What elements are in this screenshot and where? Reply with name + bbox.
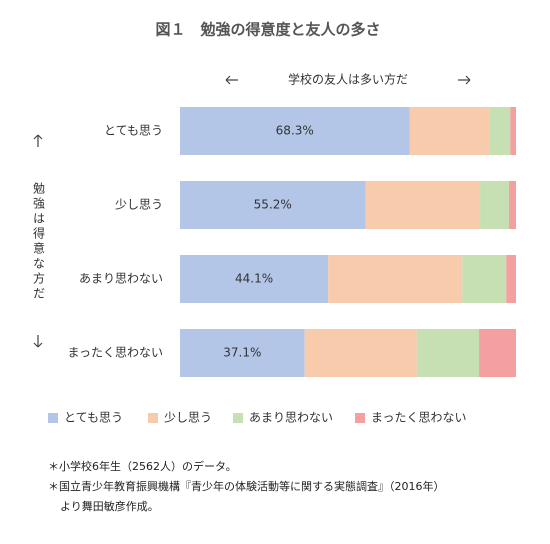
legend-label: まったく思わない xyxy=(371,411,467,425)
bar-segment xyxy=(180,107,410,155)
legend-swatch xyxy=(48,413,58,423)
bar-segment xyxy=(480,181,509,229)
data-label: 44.1% xyxy=(235,272,273,286)
data-label: 37.1% xyxy=(223,346,261,360)
bar-segment xyxy=(416,329,480,377)
y-tick-label: まったく思わない xyxy=(67,346,163,360)
bar-segment xyxy=(304,329,417,377)
bar-segment xyxy=(508,181,516,229)
down-arrow xyxy=(33,335,43,348)
bar-segment xyxy=(180,255,329,303)
right-arrow xyxy=(458,75,471,85)
y-tick-label: あまり思わない xyxy=(79,272,163,286)
bar-segment xyxy=(409,107,490,155)
note: より舞田敏彦作成。 xyxy=(60,499,159,513)
chart-title: 図１ 勉強の得意度と友人の多さ xyxy=(155,21,380,39)
y-tick-label: 少し思う xyxy=(115,198,163,212)
bar-segment xyxy=(489,107,511,155)
up-arrow xyxy=(33,134,43,147)
data-label: 68.3% xyxy=(276,124,314,138)
legend-label: とても思う xyxy=(64,411,123,425)
bar-segment xyxy=(365,181,481,229)
data-label: 55.2% xyxy=(254,198,292,212)
left-arrow xyxy=(225,75,238,85)
note: ＊国立青少年教育振興機構『青少年の体験活動等に関する実態調査』（2016年） xyxy=(48,479,445,493)
legend-label: 少し思う xyxy=(164,411,212,425)
legend-swatch xyxy=(355,413,365,423)
bar-segment xyxy=(462,255,507,303)
bar-segment xyxy=(479,329,516,377)
bar-segment xyxy=(180,181,366,229)
y-tick-label: とても思う xyxy=(104,124,163,138)
bar-segment xyxy=(180,329,305,377)
legend-swatch xyxy=(233,413,243,423)
bar-segment xyxy=(510,107,516,155)
bar-segment xyxy=(506,255,516,303)
y-axis-label: 勉強は得意な方だ xyxy=(32,182,46,302)
note: ＊小学校6年生（2562人）のデータ。 xyxy=(48,459,237,473)
legend-swatch xyxy=(148,413,158,423)
legend-label: あまり思わない xyxy=(249,411,333,425)
bar-segment xyxy=(328,255,463,303)
x-axis-label: 学校の友人は多い方だ xyxy=(288,72,408,87)
